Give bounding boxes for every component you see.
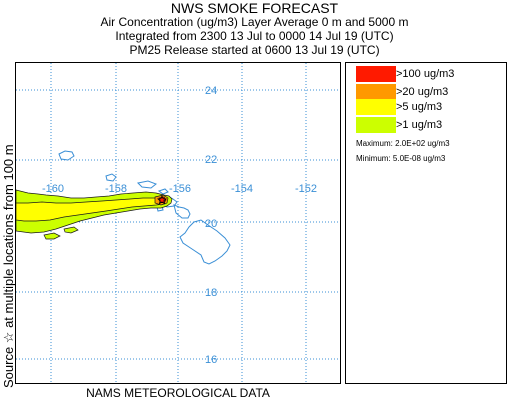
- plume-fragment: [63, 226, 79, 234]
- legend-swatch: [356, 117, 396, 133]
- source-location-label: Source ☆ at multiple locations from 100 …: [1, 144, 16, 388]
- island-coastline: [157, 188, 169, 195]
- lon-label: -156: [169, 183, 191, 195]
- lat-label: 24: [205, 85, 217, 97]
- map-panel: 24 22 20 18 16 -160 -158 -156 -154 -152: [15, 62, 341, 384]
- map-canvas: 24 22 20 18 16 -160 -158 -156 -154 -152: [16, 63, 340, 383]
- smoke-plume: [16, 189, 173, 240]
- meteorological-data-label: NAMS METEOROLOGICAL DATA: [86, 386, 270, 400]
- legend-swatch: [356, 84, 396, 100]
- lon-label: -158: [105, 183, 127, 195]
- release-start: PM25 Release started at 0600 13 Jul 19 (…: [129, 43, 380, 57]
- legend-panel: >100 ug/m3 >20 ug/m3 >5 ug/m3 >1 ug/m3 M…: [345, 62, 507, 384]
- legend-swatch: [356, 99, 396, 115]
- island-coastline: [58, 150, 75, 161]
- island-coastline: [173, 204, 191, 219]
- island-coastline: [136, 180, 157, 189]
- minimum-value: Minimum: 5.0E-08 ug/m3: [356, 154, 446, 163]
- lon-label: -154: [231, 183, 253, 195]
- coastlines: [58, 150, 231, 265]
- legend-label: >1 ug/m3: [396, 119, 443, 131]
- legend-label: >100 ug/m3: [396, 68, 455, 80]
- lon-label: -160: [42, 183, 64, 195]
- plume-fragment: [43, 232, 61, 240]
- legend-swatch: [356, 66, 396, 82]
- source-star-icon: [156, 194, 168, 205]
- island-coastline: [105, 173, 117, 182]
- legend-label: >20 ug/m3: [396, 86, 449, 98]
- lat-label: 18: [205, 287, 217, 299]
- lon-label: -152: [295, 183, 317, 195]
- lon-labels: -160 -158 -156 -154 -152: [42, 183, 317, 195]
- map-title: NWS SMOKE FORECAST: [170, 0, 339, 16]
- concentration-subtitle: Air Concentration (ug/m3) Layer Average …: [100, 15, 409, 29]
- island-coastline: [179, 219, 231, 265]
- lat-labels: 24 22 20 18 16: [205, 85, 217, 366]
- lat-label: 16: [205, 354, 217, 366]
- lat-label: 22: [205, 154, 217, 166]
- integration-period: Integrated from 2300 13 Jul to 0000 14 J…: [115, 29, 394, 43]
- maximum-value: Maximum: 2.0E+02 ug/m3: [356, 139, 450, 148]
- legend-label: >5 ug/m3: [396, 101, 443, 113]
- lat-label: 20: [205, 218, 217, 230]
